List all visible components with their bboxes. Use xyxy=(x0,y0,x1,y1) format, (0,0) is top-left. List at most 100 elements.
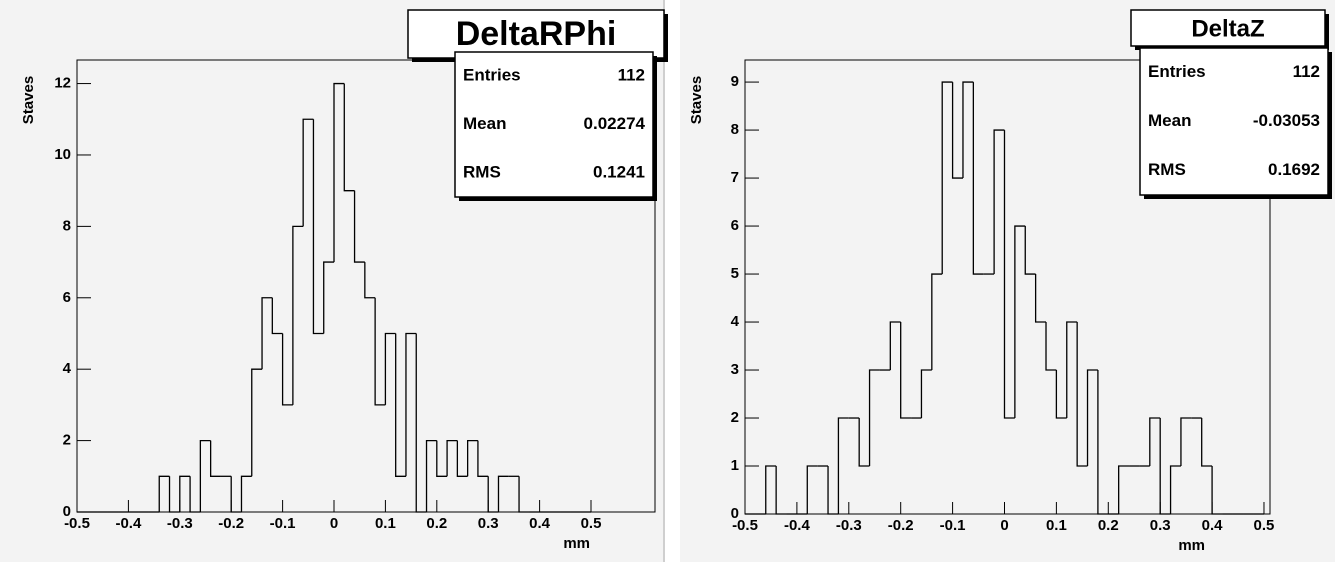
stats-value: 112 xyxy=(1293,62,1320,81)
stats-label: Entries xyxy=(1148,62,1206,81)
histogram-bin xyxy=(806,465,818,514)
histogram-bin xyxy=(189,476,201,513)
title-box xyxy=(407,9,665,59)
y-axis-label: Staves xyxy=(20,76,37,124)
histogram-bin xyxy=(179,475,191,512)
y-tick-label: 4 xyxy=(731,313,740,330)
x-tick-label: 0.4 xyxy=(1202,517,1224,534)
histogram-bin xyxy=(209,440,221,477)
x-tick-label: 0.3 xyxy=(478,515,499,532)
histogram-bin xyxy=(1024,226,1036,275)
stats-label: Mean xyxy=(463,114,506,133)
histogram-bin xyxy=(1159,418,1171,515)
histogram-bin xyxy=(775,466,787,515)
histogram-bin xyxy=(384,332,396,405)
x-tick-label: -0.3 xyxy=(167,515,193,532)
x-tick-label: -0.2 xyxy=(888,517,914,534)
stats-value: 0.02274 xyxy=(584,114,646,133)
x-tick-label: -0.1 xyxy=(940,517,966,534)
histogram-bin xyxy=(1055,370,1067,419)
x-tick-label: 0 xyxy=(1000,517,1008,534)
stats-value: 0.1241 xyxy=(593,162,645,181)
histogram-bin xyxy=(302,118,314,227)
y-tick-label: 9 xyxy=(731,73,739,90)
title-box xyxy=(1130,9,1326,47)
x-tick-label: 0.2 xyxy=(426,515,447,532)
y-tick-label: 7 xyxy=(731,169,739,186)
histogram-bin xyxy=(158,475,170,512)
histogram-bin xyxy=(1149,417,1161,467)
histogram-bin xyxy=(168,476,180,513)
histogram-bin xyxy=(425,439,437,512)
histogram-bin xyxy=(405,332,417,477)
histogram-bin xyxy=(518,476,530,513)
stats-label: RMS xyxy=(463,162,501,181)
histogram-bin xyxy=(941,81,953,275)
histogram-bin xyxy=(868,369,880,467)
y-tick-label: 10 xyxy=(54,146,71,163)
stats-label: RMS xyxy=(1148,160,1186,179)
x-axis-label: mm xyxy=(563,535,590,552)
histogram-bin xyxy=(889,321,901,371)
x-tick-label: 0.3 xyxy=(1150,517,1171,534)
y-tick-label: 2 xyxy=(63,432,71,449)
x-tick-label: -0.4 xyxy=(115,515,142,532)
histogram-bin xyxy=(251,368,263,477)
histogram-bin xyxy=(312,119,324,335)
histogram-bin xyxy=(487,476,499,513)
y-tick-label: 6 xyxy=(731,217,739,234)
histogram-bin xyxy=(364,262,376,299)
histogram-bin xyxy=(837,417,849,514)
histogram-bin xyxy=(827,466,839,515)
histogram-bin xyxy=(1118,465,1130,514)
y-tick-label: 0 xyxy=(731,505,739,522)
x-tick-label: 0.4 xyxy=(529,515,551,532)
stats-box xyxy=(454,51,654,198)
histogram-bin xyxy=(477,440,489,477)
histogram-bin xyxy=(972,82,984,275)
x-tick-label: 0 xyxy=(330,515,338,532)
stats-value: 0.1692 xyxy=(1268,160,1320,179)
y-tick-label: 8 xyxy=(63,217,71,234)
histogram-bin xyxy=(395,333,406,477)
histogram-bin xyxy=(858,418,870,467)
histogram-bin xyxy=(323,261,335,334)
histogram-bin xyxy=(199,439,211,512)
stats-box xyxy=(1139,47,1329,196)
x-tick-label: -0.1 xyxy=(270,515,296,532)
plot-frame xyxy=(76,59,656,513)
x-tick-label: -0.3 xyxy=(836,517,862,534)
histogram-bin xyxy=(374,297,386,406)
y-tick-label: 3 xyxy=(731,361,739,378)
histogram-bin xyxy=(271,297,283,335)
histogram-bin xyxy=(497,475,509,512)
histogram-bin xyxy=(281,333,293,406)
x-tick-label: 0.1 xyxy=(375,515,396,532)
histogram-bin xyxy=(1201,418,1213,467)
plot-frame xyxy=(744,59,1271,515)
x-tick-label: 0.5 xyxy=(581,515,602,532)
histogram-bin xyxy=(456,440,468,477)
histogram-bin xyxy=(292,225,304,405)
chart-title: DeltaZ xyxy=(1191,15,1264,42)
x-tick-label: -0.5 xyxy=(732,517,758,534)
histogram-bin xyxy=(1097,370,1109,515)
stats-value: -0.03053 xyxy=(1253,111,1320,130)
histogram-bin xyxy=(466,439,478,477)
y-tick-label: 6 xyxy=(63,289,71,306)
y-tick-label: 12 xyxy=(54,75,71,92)
histogram-bin xyxy=(1180,417,1192,467)
y-tick-label: 5 xyxy=(731,265,739,282)
stats-value: 112 xyxy=(618,66,645,85)
chart-title: DeltaRPhi xyxy=(456,15,617,53)
y-axis-label: Staves xyxy=(688,76,705,124)
y-tick-label: 8 xyxy=(731,121,739,138)
histogram-bin xyxy=(962,81,974,179)
histogram-bin xyxy=(900,322,912,419)
histogram-bin xyxy=(1045,322,1057,371)
y-tick-label: 0 xyxy=(63,503,71,520)
y-tick-label: 4 xyxy=(63,360,72,377)
x-axis-label: mm xyxy=(1178,537,1205,554)
histogram-bin xyxy=(240,475,252,512)
